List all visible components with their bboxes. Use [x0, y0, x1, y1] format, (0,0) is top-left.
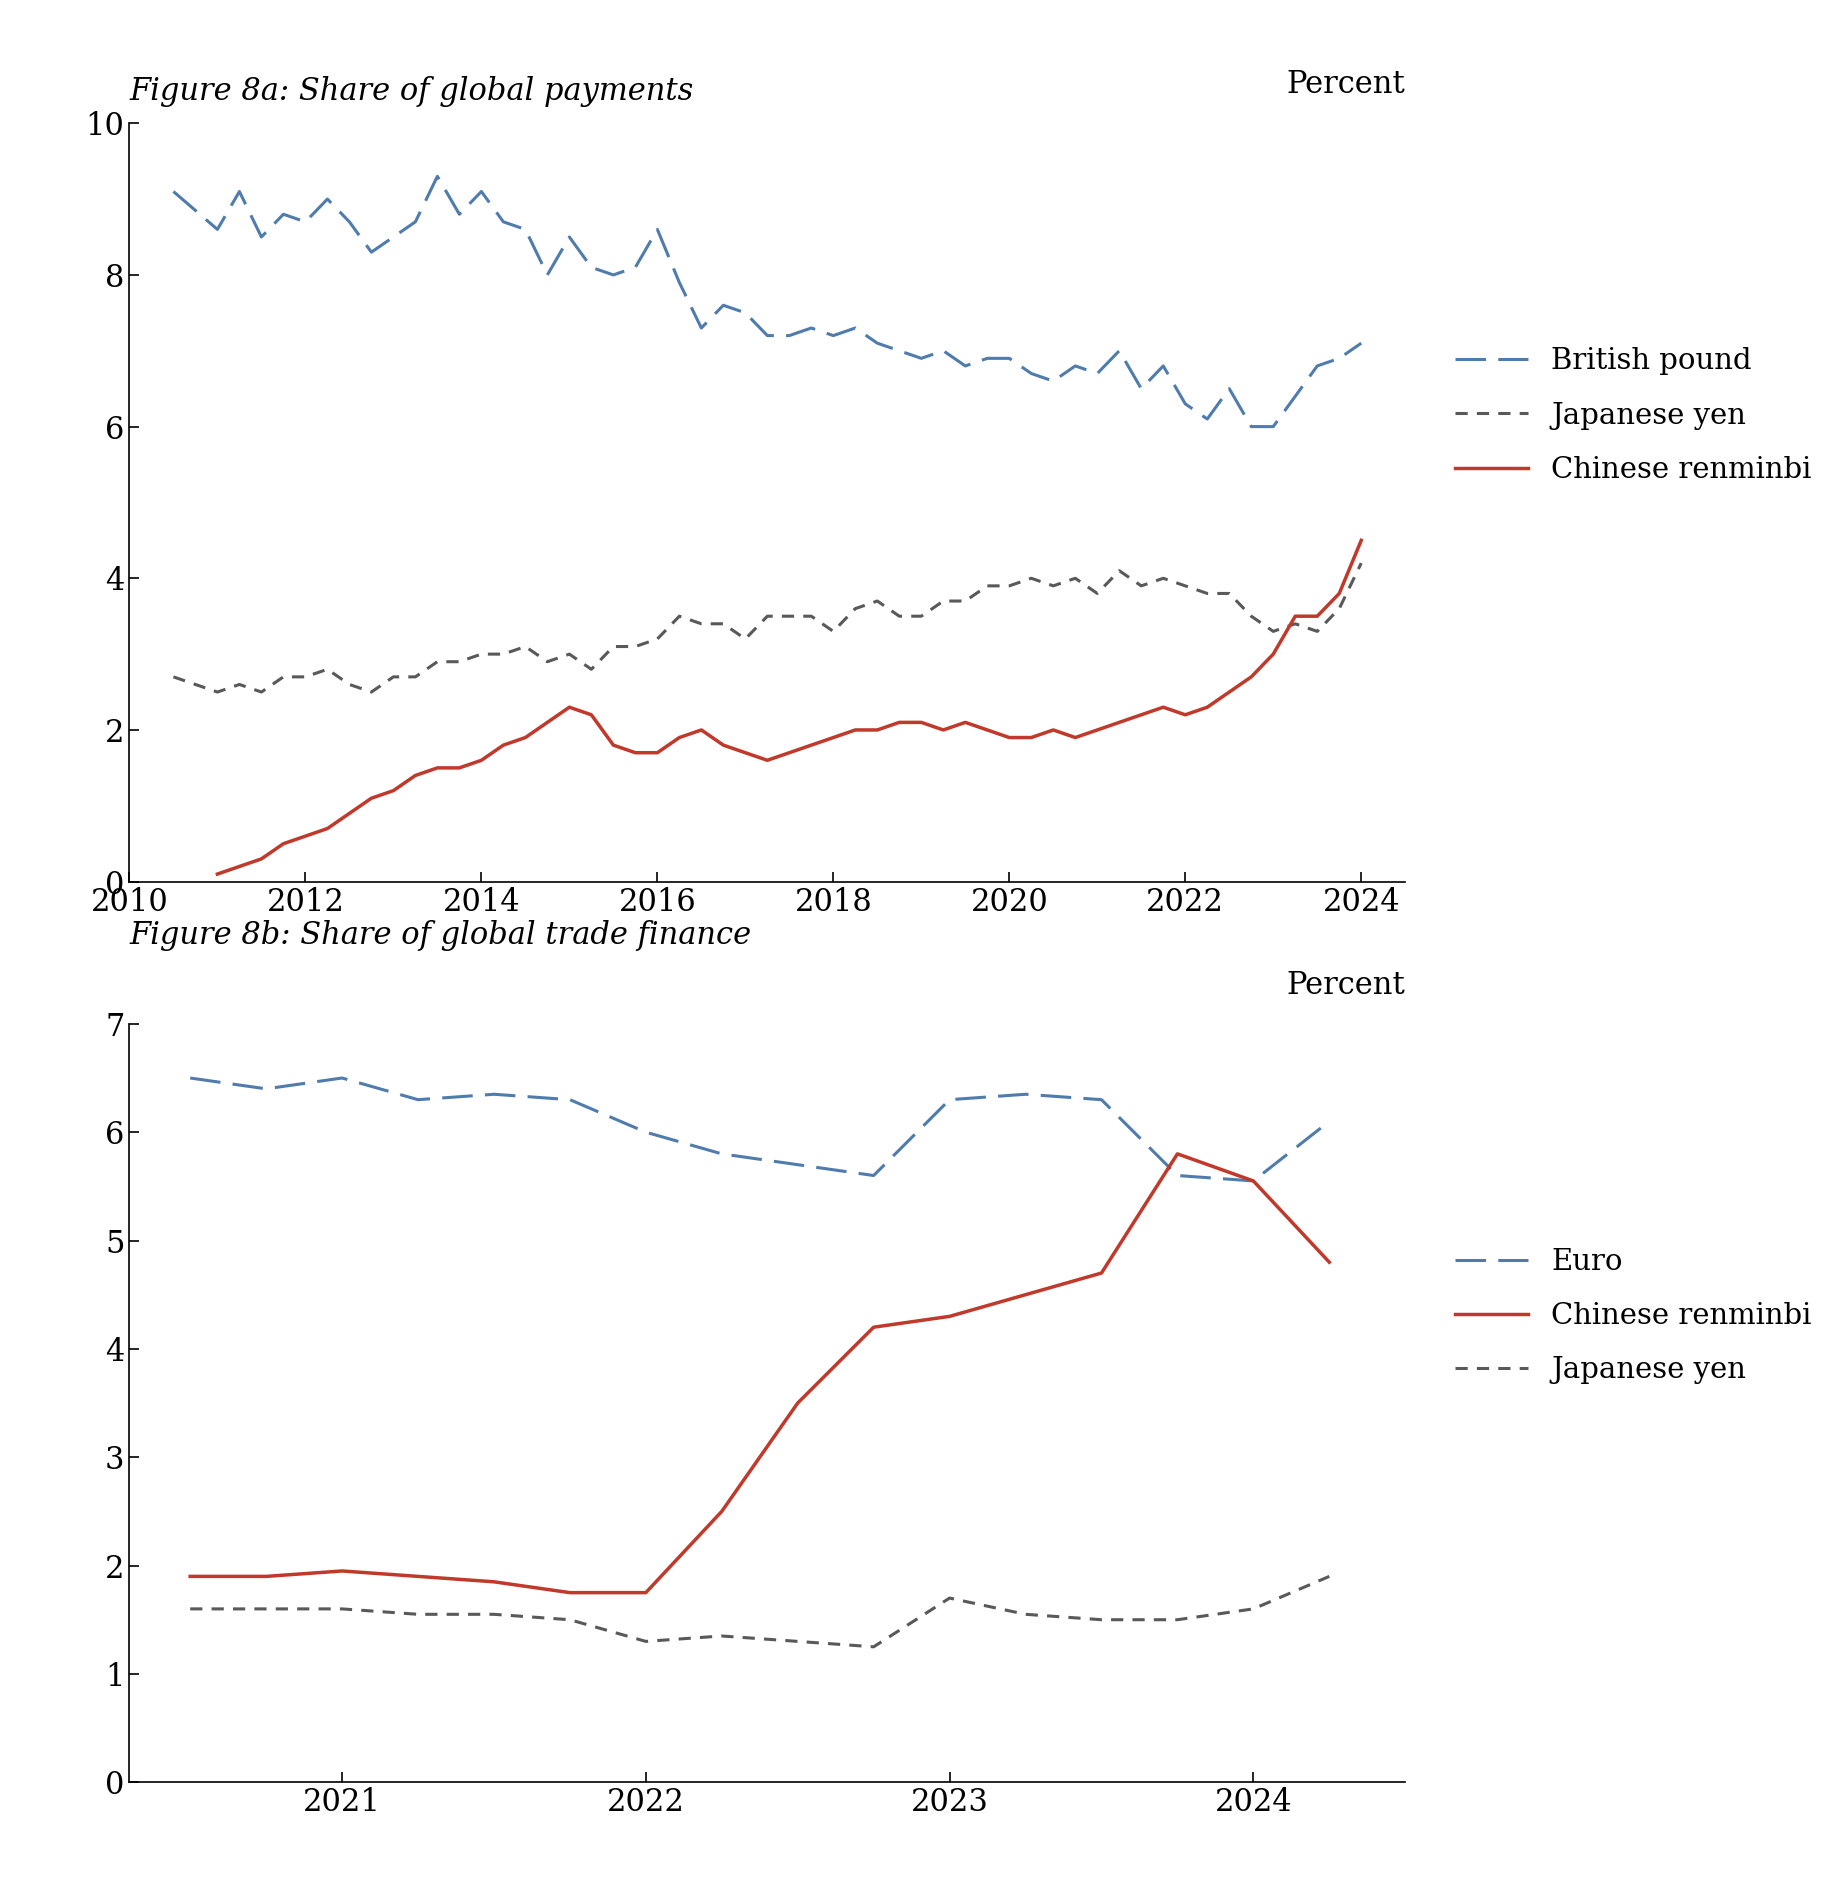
Legend: British pound, Japanese yen, Chinese renminbi: British pound, Japanese yen, Chinese ren… [1443, 336, 1822, 495]
Text: Percent: Percent [1286, 70, 1404, 100]
Legend: Euro, Chinese renminbi, Japanese yen: Euro, Chinese renminbi, Japanese yen [1443, 1236, 1822, 1395]
Text: Figure 8a: Share of global payments: Figure 8a: Share of global payments [129, 76, 693, 106]
Text: Figure 8b: Share of global trade finance: Figure 8b: Share of global trade finance [129, 920, 750, 950]
Text: Percent: Percent [1286, 971, 1404, 1001]
